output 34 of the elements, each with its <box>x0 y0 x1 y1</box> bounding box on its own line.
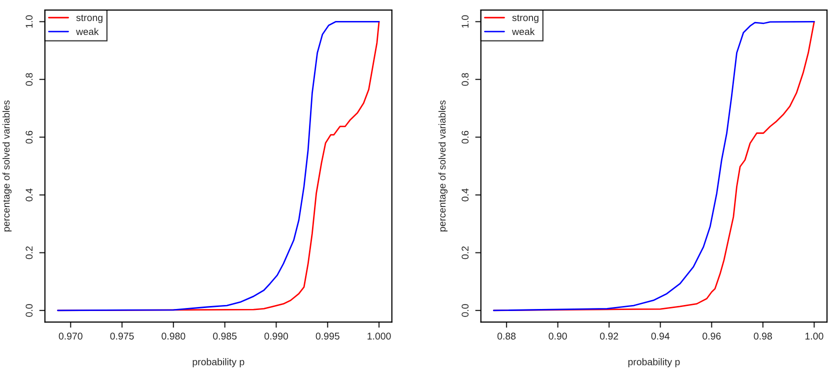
legend-label: strong <box>512 14 538 24</box>
x-tick-label: 0.98 <box>754 332 772 340</box>
y-tick-label: 1.0 <box>462 15 469 28</box>
y-tick-label: 0.0 <box>26 304 33 317</box>
y-tick-label: 0.2 <box>26 246 33 260</box>
x-tick-label: 0.980 <box>162 332 186 340</box>
y-tick-label: 0.6 <box>462 130 469 144</box>
y-axis-title: percentage of solved variables <box>438 100 448 232</box>
x-tick-label: 0.970 <box>58 332 82 340</box>
x-axis-title: probability p <box>192 358 244 368</box>
x-tick-label: 0.94 <box>651 332 670 340</box>
y-tick-label: 0.4 <box>462 188 469 202</box>
x-tick-label: 0.975 <box>110 332 134 340</box>
x-tick-label: 0.995 <box>316 332 340 340</box>
legend-label: weak <box>512 28 535 36</box>
x-tick-label: 1.00 <box>805 332 824 340</box>
x-tick-label: 0.985 <box>213 332 237 340</box>
x-tick-label: 1.000 <box>368 332 391 340</box>
x-tick-label: 0.90 <box>548 332 567 340</box>
x-tick-label: 0.88 <box>497 332 516 340</box>
x-axis-title: probability p <box>628 358 680 368</box>
y-tick-label: 0.8 <box>462 73 469 86</box>
y-tick-label: 0.6 <box>26 130 33 144</box>
x-tick-label: 0.92 <box>600 332 618 340</box>
y-tick-label: 0.4 <box>26 188 33 202</box>
legend-label: strong <box>76 14 102 24</box>
y-tick-label: 1.0 <box>26 15 33 28</box>
y-axis-title: percentage of solved variables <box>2 100 12 232</box>
y-tick-label: 0.8 <box>26 73 33 86</box>
x-tick-label: 0.990 <box>264 332 288 340</box>
y-tick-label: 0.0 <box>462 304 469 317</box>
x-tick-label: 0.96 <box>702 332 721 340</box>
y-tick-label: 0.2 <box>462 246 469 260</box>
legend-label: weak <box>76 28 99 36</box>
